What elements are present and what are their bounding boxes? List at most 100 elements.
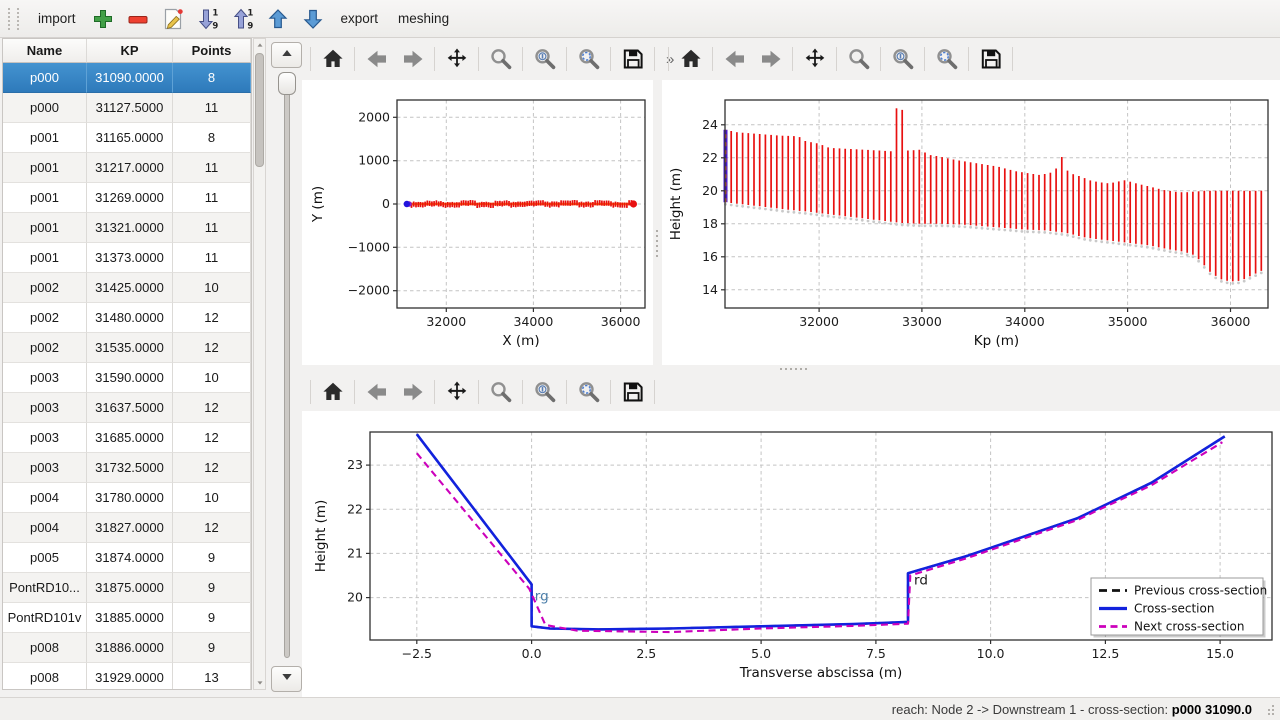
- profile-chart[interactable]: 32000 33000 34000 35000 36000 14 16 18 20 22 24 Kp …: [662, 80, 1280, 365]
- scroll-up-icon[interactable]: [254, 39, 265, 51]
- cell-kp[interactable]: 31480.0000: [87, 303, 173, 333]
- home-button[interactable]: [316, 377, 349, 407]
- cell-points[interactable]: 9: [173, 603, 251, 633]
- vertical-splitter[interactable]: [653, 80, 662, 365]
- cell-name[interactable]: p003: [3, 423, 87, 453]
- cell-kp[interactable]: 31269.0000: [87, 183, 173, 213]
- cell-name[interactable]: p000: [3, 63, 87, 93]
- cell-points[interactable]: 12: [173, 423, 251, 453]
- table-row[interactable]: p002 31425.0000 10: [3, 273, 251, 303]
- previous-section-button[interactable]: [271, 42, 302, 68]
- forward-button[interactable]: [396, 44, 429, 74]
- scroll-down-icon[interactable]: [254, 677, 265, 689]
- export-button[interactable]: export: [340, 11, 379, 26]
- cell-kp[interactable]: 31875.0000: [87, 573, 173, 603]
- cell-points[interactable]: 8: [173, 123, 251, 153]
- cell-points[interactable]: 8: [173, 63, 251, 93]
- cell-kp[interactable]: 31874.0000: [87, 543, 173, 573]
- toolbar-drag-handle[interactable]: [8, 7, 19, 30]
- save-button[interactable]: [616, 377, 649, 407]
- cell-points[interactable]: 11: [173, 183, 251, 213]
- table-row[interactable]: p002 31535.0000 12: [3, 333, 251, 363]
- arrow-up-icon[interactable]: [266, 6, 291, 31]
- table-row[interactable]: p003 31590.0000 10: [3, 363, 251, 393]
- cell-name[interactable]: p001: [3, 153, 87, 183]
- cell-name[interactable]: p002: [3, 333, 87, 363]
- save-button[interactable]: [974, 44, 1007, 74]
- cell-name[interactable]: p003: [3, 453, 87, 483]
- cell-name[interactable]: PontRD10...: [3, 573, 87, 603]
- cell-kp[interactable]: 31780.0000: [87, 483, 173, 513]
- cell-kp[interactable]: 31590.0000: [87, 363, 173, 393]
- table-row[interactable]: p004 31827.0000 12: [3, 513, 251, 543]
- table-row[interactable]: p001 31373.0000 11: [3, 243, 251, 273]
- cell-name[interactable]: p008: [3, 663, 87, 689]
- cell-kp[interactable]: 31090.0000: [87, 63, 173, 93]
- cell-kp[interactable]: 31929.0000: [87, 663, 173, 689]
- table-row[interactable]: p003 31732.5000 12: [3, 453, 251, 483]
- table-row[interactable]: p001 31321.0000 11: [3, 213, 251, 243]
- zoom-button[interactable]: [842, 44, 875, 74]
- home-button[interactable]: [316, 44, 349, 74]
- cell-name[interactable]: p001: [3, 183, 87, 213]
- table-row[interactable]: p008 31886.0000 9: [3, 633, 251, 663]
- table-row[interactable]: p008 31929.0000 13: [3, 663, 251, 689]
- cross-section-table[interactable]: Name KP Points p000 31090.0000 8 p000 31127.500…: [2, 38, 252, 690]
- cell-name[interactable]: p000: [3, 93, 87, 123]
- cell-kp[interactable]: 31827.0000: [87, 513, 173, 543]
- cell-kp[interactable]: 31886.0000: [87, 633, 173, 663]
- pan-button[interactable]: [440, 44, 473, 74]
- zoom-button[interactable]: [484, 377, 517, 407]
- cell-points[interactable]: 10: [173, 363, 251, 393]
- import-button[interactable]: import: [38, 11, 76, 26]
- table-row[interactable]: PontRD10... 31875.0000 9: [3, 573, 251, 603]
- zoom-selection-button[interactable]: [886, 44, 919, 74]
- toolbar-overflow-button[interactable]: »: [666, 50, 675, 68]
- minus-icon[interactable]: [126, 6, 151, 31]
- pan-button[interactable]: [440, 377, 473, 407]
- cell-kp[interactable]: 31321.0000: [87, 213, 173, 243]
- table-scrollbar-thumb[interactable]: [255, 53, 264, 167]
- cross-section-chart[interactable]: rg rd Previous cross-section Cross-section N…: [302, 411, 1280, 697]
- back-button[interactable]: [360, 44, 393, 74]
- cell-points[interactable]: 12: [173, 513, 251, 543]
- cell-points[interactable]: 11: [173, 213, 251, 243]
- cell-kp[interactable]: 31685.0000: [87, 423, 173, 453]
- cell-points[interactable]: 11: [173, 153, 251, 183]
- horizontal-splitter[interactable]: [302, 365, 1280, 373]
- table-row[interactable]: p003 31637.5000 12: [3, 393, 251, 423]
- cell-kp[interactable]: 31165.0000: [87, 123, 173, 153]
- cell-name[interactable]: p002: [3, 303, 87, 333]
- cell-points[interactable]: 12: [173, 333, 251, 363]
- cell-points[interactable]: 12: [173, 453, 251, 483]
- cell-name[interactable]: p002: [3, 273, 87, 303]
- cell-kp[interactable]: 31885.0000: [87, 603, 173, 633]
- next-section-button[interactable]: [271, 666, 302, 692]
- cell-points[interactable]: 11: [173, 243, 251, 273]
- cell-name[interactable]: p001: [3, 123, 87, 153]
- home-button[interactable]: [674, 44, 707, 74]
- cell-points[interactable]: 11: [173, 93, 251, 123]
- section-slider-thumb[interactable]: [278, 72, 296, 95]
- zoom-button[interactable]: [484, 44, 517, 74]
- cell-kp[interactable]: 31637.5000: [87, 393, 173, 423]
- cell-points[interactable]: 9: [173, 573, 251, 603]
- cell-name[interactable]: p001: [3, 243, 87, 273]
- cell-name[interactable]: p005: [3, 543, 87, 573]
- cell-points[interactable]: 10: [173, 273, 251, 303]
- cell-kp[interactable]: 31425.0000: [87, 273, 173, 303]
- arrow-down-icon[interactable]: [301, 6, 326, 31]
- table-row[interactable]: p000 31127.5000 11: [3, 93, 251, 123]
- cell-name[interactable]: p003: [3, 363, 87, 393]
- cell-kp[interactable]: 31732.5000: [87, 453, 173, 483]
- forward-button[interactable]: [754, 44, 787, 74]
- cell-name[interactable]: p001: [3, 213, 87, 243]
- cell-name[interactable]: p008: [3, 633, 87, 663]
- table-row[interactable]: p005 31874.0000 9: [3, 543, 251, 573]
- table-scrollbar[interactable]: [253, 38, 266, 690]
- zoom-fit-button[interactable]: [572, 377, 605, 407]
- table-row[interactable]: p000 31090.0000 8: [3, 63, 251, 93]
- column-header-name[interactable]: Name: [3, 39, 87, 63]
- cell-kp[interactable]: 31217.0000: [87, 153, 173, 183]
